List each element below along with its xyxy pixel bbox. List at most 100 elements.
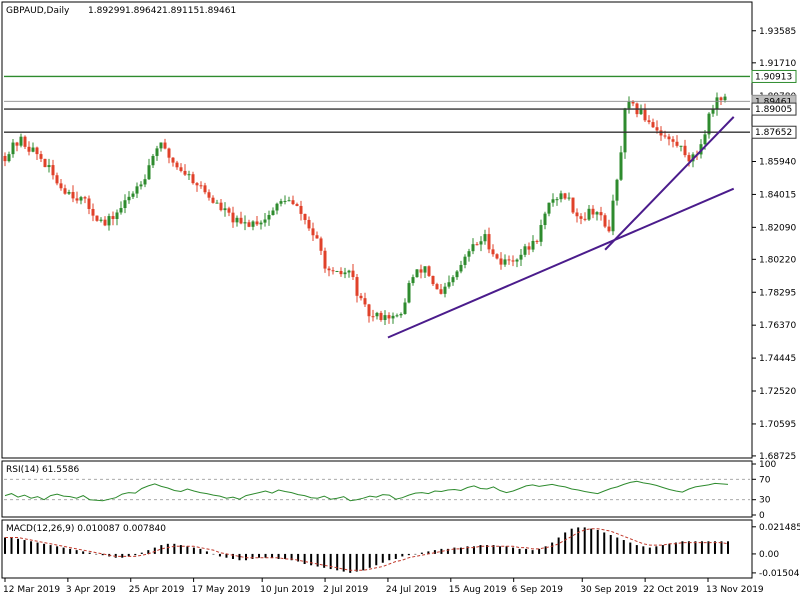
candle-body [723, 96, 727, 101]
candle-body [223, 208, 227, 211]
candle-body [339, 271, 343, 275]
candle-body [591, 208, 595, 215]
candle-body [51, 165, 55, 176]
candle-body [487, 234, 491, 250]
candle-body [363, 298, 367, 305]
candle-body [531, 240, 535, 250]
candle-body [563, 193, 567, 199]
candle-body [323, 250, 327, 269]
x-tick-label: 17 May 2019 [192, 585, 251, 595]
candle-body [655, 127, 659, 131]
macd-bar [166, 543, 169, 554]
candle-body [351, 270, 355, 278]
macd-bar [362, 553, 365, 571]
candle-body [547, 202, 551, 214]
macd-signal-line [5, 528, 729, 571]
candle-body [399, 313, 403, 316]
candle-body [39, 154, 43, 159]
x-tick-label: 22 Oct 2019 [643, 585, 699, 595]
candle-body [703, 134, 707, 145]
candle-body [519, 254, 523, 260]
macd-bar [518, 548, 521, 554]
macd-bar [173, 543, 176, 554]
macd-bar [433, 550, 436, 554]
macd-bar [479, 545, 482, 554]
candle-body [287, 200, 291, 202]
x-tick-label: 25 Apr 2019 [129, 585, 185, 595]
candle-body [267, 215, 271, 220]
macd-bar [609, 534, 612, 554]
macd-bar [642, 546, 645, 554]
candle-body [463, 256, 467, 265]
candle-body [175, 162, 179, 168]
candle-body [567, 197, 571, 199]
candle-body [75, 198, 79, 201]
candle-body [159, 142, 163, 149]
macd-bar [290, 553, 293, 561]
macd-bar [199, 548, 202, 554]
price-y-tick-label: 1.70595 [759, 420, 796, 430]
candle-body [651, 122, 655, 128]
candle-body [411, 277, 415, 284]
macd-bar [297, 553, 300, 562]
level-tag-box [751, 102, 797, 116]
macd-bar [570, 528, 573, 554]
macd-bar [36, 542, 39, 554]
candle-body [479, 241, 483, 245]
candle-body [639, 109, 643, 115]
macd-bar [368, 553, 371, 568]
candle-body [371, 316, 375, 318]
x-tick-label: 24 Jul 2019 [386, 585, 437, 595]
macd-bar [140, 552, 143, 554]
macd-bar [218, 553, 221, 557]
macd-bar [75, 550, 78, 554]
rsi-panel-frame [1, 460, 753, 518]
candle-body [211, 197, 215, 203]
candle-body [431, 275, 435, 285]
candle-body [535, 240, 539, 242]
candle-body [359, 295, 363, 299]
level-tag: 1.90913 [751, 69, 797, 83]
candle-body [623, 108, 627, 153]
macd-bar [342, 553, 345, 572]
macd-bar [82, 551, 85, 554]
candle-body [495, 254, 499, 259]
candle-body [71, 191, 75, 199]
candle-body [315, 235, 319, 239]
candle-body [527, 246, 531, 250]
macd-bar [212, 553, 215, 555]
macd-bar [544, 546, 547, 554]
macd-bar [440, 548, 443, 554]
candle-body [627, 101, 631, 109]
rsi-y-tick-label: 30 [759, 496, 771, 506]
trendline [604, 116, 735, 251]
macd-bar [238, 553, 241, 561]
candle-body [403, 302, 407, 314]
macd-bar [694, 541, 697, 554]
macd-y-tick-label: 0.021485 [759, 523, 800, 533]
price-y-tick-label: 1.78295 [759, 288, 796, 298]
candle-body [467, 251, 471, 257]
candle-body [647, 120, 651, 123]
macd-bar [381, 553, 384, 563]
candle-body [303, 213, 307, 220]
candle-body [419, 269, 423, 273]
candle-body [611, 200, 615, 232]
candle-body [383, 315, 387, 320]
candle-body [199, 185, 203, 187]
candle-body [375, 312, 379, 317]
x-tick-label: 12 Mar 2019 [3, 585, 60, 595]
level-tag-box [751, 69, 797, 83]
macd-bar [505, 546, 508, 554]
macd-bar [10, 537, 13, 554]
candle-body [127, 196, 131, 201]
candle-body [491, 249, 495, 255]
candle-body [659, 130, 663, 136]
macd-bar [687, 541, 690, 554]
candle-body [543, 213, 547, 226]
macd-bar [329, 553, 332, 570]
candle-body [275, 203, 279, 211]
candle-body [455, 271, 459, 278]
macd-bar [375, 553, 378, 566]
